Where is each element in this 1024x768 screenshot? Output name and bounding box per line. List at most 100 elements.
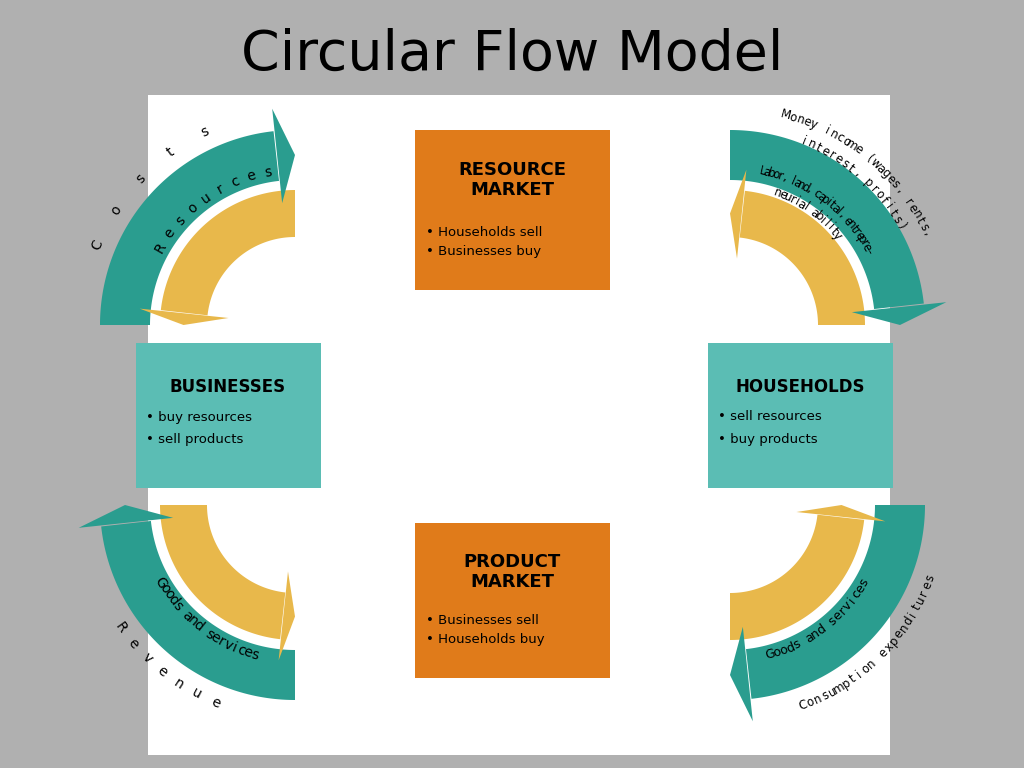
- Text: t: t: [813, 141, 823, 154]
- Text: l: l: [821, 217, 833, 230]
- Text: i: i: [230, 641, 239, 655]
- Text: s: s: [199, 124, 211, 140]
- Text: o: o: [157, 581, 173, 596]
- Text: e: e: [242, 645, 254, 660]
- Text: • sell products: • sell products: [145, 432, 243, 445]
- Text: e: e: [819, 144, 831, 159]
- Text: o: o: [185, 200, 201, 217]
- Text: BUSINESSES: BUSINESSES: [170, 378, 286, 396]
- Text: s: s: [133, 171, 148, 186]
- Text: t: t: [910, 602, 924, 612]
- Text: n: n: [812, 692, 824, 707]
- Text: t: t: [825, 199, 838, 212]
- Text: u: u: [199, 190, 214, 207]
- Text: n: n: [864, 657, 879, 671]
- Text: o: o: [859, 662, 872, 677]
- Text: s: s: [250, 647, 260, 663]
- Text: i: i: [822, 197, 834, 209]
- Text: o: o: [771, 167, 781, 182]
- Text: r: r: [867, 183, 881, 195]
- Text: d: d: [784, 641, 797, 655]
- Text: n: n: [795, 177, 808, 193]
- Text: t: t: [913, 215, 927, 226]
- Polygon shape: [730, 130, 924, 309]
- Text: e: e: [208, 630, 222, 646]
- Text: e: e: [162, 226, 178, 241]
- Text: r: r: [826, 148, 838, 162]
- Text: d: d: [901, 614, 916, 627]
- Polygon shape: [739, 190, 865, 325]
- Text: e: e: [852, 229, 866, 243]
- Text: Circular Flow Model: Circular Flow Model: [241, 28, 783, 82]
- Text: r: r: [216, 634, 227, 649]
- Text: p: p: [840, 676, 853, 691]
- Text: s: s: [170, 598, 185, 613]
- Polygon shape: [100, 131, 279, 325]
- Text: l: l: [833, 206, 844, 217]
- Polygon shape: [79, 505, 173, 528]
- Text: a: a: [795, 197, 808, 212]
- Text: u: u: [189, 686, 204, 702]
- Polygon shape: [852, 302, 946, 325]
- Text: s: s: [916, 221, 931, 233]
- Text: d: d: [799, 180, 812, 195]
- Text: e: e: [853, 582, 868, 595]
- Text: c: c: [229, 174, 242, 190]
- Text: r: r: [850, 226, 863, 238]
- Text: y: y: [808, 118, 819, 132]
- Text: s: s: [203, 627, 216, 642]
- Text: t: t: [164, 145, 177, 160]
- Text: a: a: [792, 176, 803, 190]
- Text: c: c: [834, 131, 846, 145]
- Text: ,: ,: [851, 167, 862, 179]
- Text: n: n: [795, 112, 806, 127]
- Text: i: i: [854, 668, 864, 680]
- Text: • sell resources: • sell resources: [718, 411, 821, 423]
- Text: a: a: [873, 161, 888, 176]
- Text: n: n: [809, 627, 822, 642]
- Polygon shape: [730, 627, 753, 721]
- Text: n: n: [844, 218, 858, 232]
- Text: o: o: [161, 587, 177, 602]
- Text: i: i: [822, 124, 831, 137]
- Text: e: e: [884, 172, 898, 186]
- Text: e: e: [125, 636, 141, 651]
- Text: r: r: [857, 238, 871, 249]
- Text: u: u: [826, 684, 839, 700]
- Text: s: s: [839, 157, 851, 170]
- Text: y: y: [830, 228, 845, 242]
- Text: o: o: [778, 643, 790, 658]
- Text: v: v: [139, 650, 155, 666]
- Text: a: a: [808, 206, 821, 220]
- Text: C: C: [89, 238, 105, 253]
- Text: o: o: [108, 203, 124, 217]
- Text: s: s: [857, 577, 871, 588]
- Text: w: w: [867, 155, 883, 171]
- Text: n: n: [827, 127, 840, 142]
- Text: r: r: [918, 588, 931, 598]
- Polygon shape: [160, 505, 286, 639]
- Text: e: e: [777, 188, 788, 203]
- Text: n: n: [184, 613, 201, 629]
- Text: R: R: [153, 240, 169, 255]
- Text: G: G: [764, 647, 776, 662]
- Text: HOUSEHOLDS: HOUSEHOLDS: [735, 378, 864, 396]
- Text: d: d: [190, 617, 206, 634]
- Bar: [415, 130, 609, 290]
- Text: e: e: [831, 152, 845, 167]
- Text: d: d: [165, 592, 181, 608]
- Text: a: a: [828, 201, 842, 216]
- Bar: [708, 343, 893, 488]
- Text: C: C: [797, 697, 809, 713]
- Text: v: v: [841, 599, 855, 613]
- Text: g: g: [879, 167, 893, 180]
- Text: s: s: [792, 637, 803, 652]
- Text: o: o: [787, 110, 799, 124]
- Text: • Businesses sell: • Businesses sell: [427, 614, 540, 627]
- Text: f: f: [878, 195, 890, 207]
- Text: R: R: [112, 619, 129, 635]
- Text: n: n: [909, 207, 924, 220]
- Text: e: e: [905, 201, 920, 214]
- Text: ): ): [895, 220, 908, 231]
- Text: l: l: [801, 201, 811, 214]
